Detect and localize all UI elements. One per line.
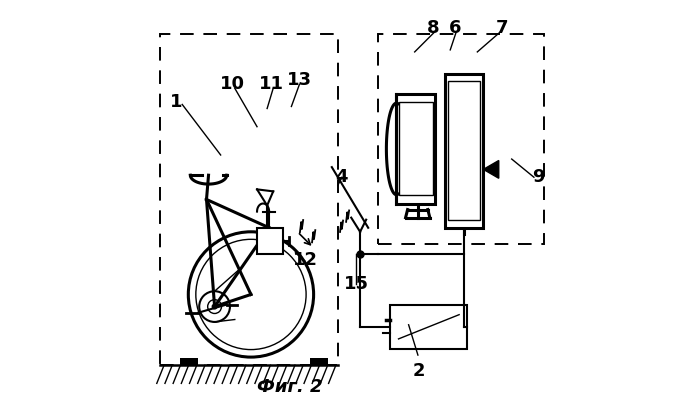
Bar [396,94,435,204]
Text: 7: 7 [496,19,508,37]
Text: 9: 9 [532,168,544,186]
Circle shape [212,304,217,309]
Text: Фиг. 2: Фиг. 2 [257,378,322,396]
Text: 11: 11 [259,75,284,93]
Bar [160,34,338,365]
Text: 4: 4 [336,168,348,186]
Text: 10: 10 [220,75,245,93]
Bar [445,74,484,228]
Text: 8: 8 [426,19,439,37]
Text: 2: 2 [412,362,425,380]
Bar [378,34,544,244]
Bar [398,103,433,195]
Text: 6: 6 [449,19,461,37]
Text: 15: 15 [344,276,369,293]
Bar [391,304,467,349]
Text: 12: 12 [293,251,318,269]
Polygon shape [484,160,499,178]
Text: 13: 13 [287,71,312,89]
Bar [448,81,480,221]
Bar [180,358,198,365]
Bar [309,358,328,365]
Text: 1: 1 [170,94,183,112]
Bar [257,228,284,254]
